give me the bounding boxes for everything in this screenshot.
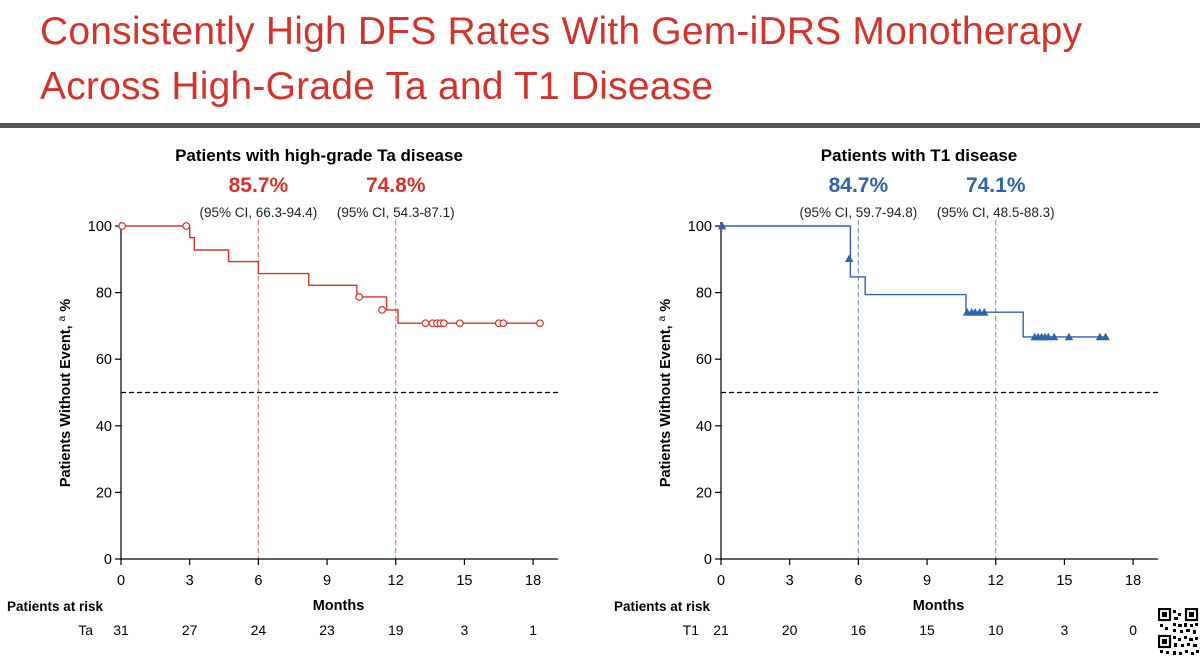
x-axis-label: Months	[313, 598, 365, 614]
x-tick-label: 15	[1056, 573, 1072, 589]
censor-marker	[499, 319, 508, 328]
survival-step-curve	[121, 225, 540, 324]
risk-table-value: 1	[529, 622, 537, 638]
censor-marker	[1049, 332, 1059, 341]
qr-code-icon	[1158, 608, 1199, 655]
risk-table-value: 10	[988, 622, 1004, 638]
risk-table-value: 0	[1129, 622, 1137, 638]
y-tick-label: 40	[96, 419, 112, 435]
risk-table-value: 24	[251, 622, 267, 638]
censor-marker	[455, 319, 464, 328]
x-axis-label: Months	[913, 598, 965, 614]
censor-marker	[1095, 332, 1105, 341]
risk-table-group: Ta	[78, 622, 93, 638]
y-tick-label: 40	[696, 419, 712, 435]
x-tick-label: 18	[1125, 573, 1141, 589]
title-divider	[0, 123, 1200, 128]
y-tick-label: 60	[696, 352, 712, 368]
x-tick-label: 9	[923, 573, 931, 589]
y-axis-label: Patients Without Event, a %	[57, 299, 74, 487]
landmark-ci-12mo: (95% CI, 48.5-88.3)	[937, 205, 1055, 220]
y-axis-label: Patients Without Event, a %	[657, 299, 674, 487]
censor-marker	[118, 222, 127, 230]
landmark-rate-12mo: 74.8%	[366, 174, 426, 197]
x-tick-label: 6	[854, 573, 862, 589]
landmark-rate-6mo: 84.7%	[829, 174, 889, 197]
panel-title: Patients with high-grade Ta disease	[175, 146, 463, 165]
x-tick-label: 9	[323, 573, 331, 589]
slide-title-line-1: Consistently High DFS Rates With Gem-iDR…	[40, 10, 1083, 53]
censor-marker	[1044, 332, 1053, 341]
x-tick-label: 12	[388, 573, 404, 589]
censor-marker	[845, 254, 854, 262]
risk-table-value: 16	[851, 622, 867, 638]
x-tick-label: 3	[786, 573, 794, 589]
x-tick-label: 18	[525, 573, 541, 589]
risk-table-value: 15	[919, 622, 935, 638]
landmark-ci-12mo: (95% CI, 54.3-87.1)	[337, 205, 455, 220]
censor-marker	[182, 222, 191, 230]
y-tick-label: 80	[96, 286, 112, 302]
ta-disease-km-chart: Patients with high-grade Ta disease 85.7%…	[7, 146, 558, 638]
y-tick-label: 0	[104, 552, 112, 568]
risk-table-group: T1	[683, 622, 700, 638]
censor-marker	[980, 308, 989, 316]
y-tick-label: 0	[704, 552, 712, 568]
x-tick-label: 0	[117, 573, 125, 589]
y-tick-label: 60	[96, 352, 112, 368]
risk-table-value: 19	[388, 622, 404, 638]
x-tick-label: 6	[254, 573, 262, 589]
x-tick-label: 12	[988, 573, 1004, 589]
risk-table-value: 21	[713, 622, 729, 638]
x-tick-label: 0	[717, 573, 725, 589]
risk-table-value: 3	[1061, 622, 1069, 638]
y-tick-label: 20	[96, 485, 112, 501]
survival-step-curve	[721, 225, 1108, 338]
panel-title: Patients with T1 disease	[821, 146, 1018, 165]
risk-table-heading: Patients at risk	[7, 599, 104, 614]
risk-table-value: 31	[113, 622, 129, 638]
censor-marker	[378, 306, 386, 314]
slide-title-line-2: Across High-Grade Ta and T1 Disease	[40, 65, 714, 108]
risk-table-heading: Patients at risk	[614, 599, 711, 614]
landmark-rate-12mo: 74.1%	[966, 174, 1026, 197]
landmark-rate-6mo: 85.7%	[229, 174, 289, 197]
censor-marker	[421, 319, 430, 328]
censor-marker	[439, 319, 448, 328]
censor-marker	[355, 293, 364, 301]
censor-marker	[1064, 332, 1074, 341]
risk-table-value: 23	[319, 622, 335, 638]
risk-table-value: 20	[782, 622, 798, 638]
t1-disease-km-chart: Patients with T1 disease 84.7% (95% CI, 59…	[614, 146, 1158, 638]
x-tick-label: 3	[186, 573, 194, 589]
landmark-ci-6mo: (95% CI, 59.7-94.8)	[799, 205, 917, 220]
x-tick-label: 15	[456, 573, 472, 589]
censor-marker	[717, 221, 727, 230]
y-tick-label: 100	[688, 219, 712, 235]
landmark-ci-6mo: (95% CI, 66.3-94.4)	[199, 205, 317, 220]
risk-table-value: 3	[461, 622, 469, 638]
y-tick-label: 80	[696, 286, 712, 302]
y-tick-label: 20	[696, 485, 712, 501]
slide-title: Consistently High DFS Rates With Gem-iDR…	[40, 4, 1180, 114]
risk-table-value: 27	[182, 622, 198, 638]
censor-marker	[1101, 332, 1110, 341]
censor-marker	[536, 319, 544, 328]
y-tick-label: 100	[88, 219, 112, 235]
